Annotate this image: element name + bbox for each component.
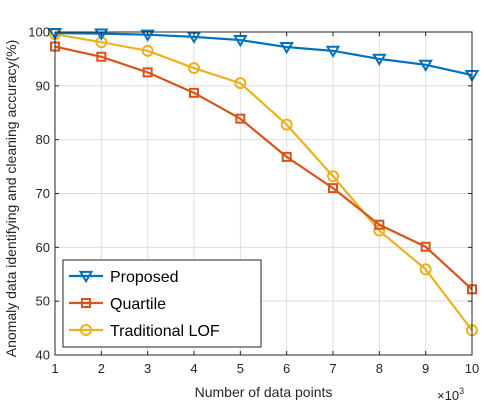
data-point-proposed <box>47 27 63 41</box>
data-point-proposed <box>279 41 294 55</box>
data-point-traditional-lof <box>419 263 432 276</box>
legend-label: Quartile <box>110 296 166 313</box>
plot-series <box>47 27 480 337</box>
data-point-quartile <box>420 241 431 252</box>
x-tick-label: 3 <box>144 361 151 376</box>
x-tick-label: 2 <box>98 361 105 376</box>
legend-entry-quartile: Quartile <box>69 296 166 313</box>
legend-label: Traditional LOF <box>110 323 220 340</box>
series-line-traditional-lof <box>54 33 473 331</box>
x-tick-label: 7 <box>329 361 336 376</box>
x-scale-exponent: 3 <box>459 386 464 396</box>
y-tick-label: 60 <box>36 240 50 255</box>
axis-ticks: 1 2 3 4 5 6 7 8 9 10 40 50 60 70 80 90 100 <box>28 25 479 377</box>
data-point-quartile <box>235 113 246 124</box>
data-point-proposed <box>94 28 109 41</box>
data-point-quartile <box>328 183 338 194</box>
x-tick-label: 6 <box>283 361 290 376</box>
data-point-quartile <box>189 87 199 98</box>
x-tick-label: 10 <box>465 361 479 376</box>
data-point-traditional-lof <box>141 44 154 57</box>
y-axis-title: Anomaly data identifying and cleaning ac… <box>3 40 19 358</box>
data-point-traditional-lof <box>234 77 247 90</box>
legend-entry-proposed: Proposed <box>69 269 179 286</box>
legend-marker <box>80 324 92 336</box>
x-tick-label: 9 <box>422 361 429 376</box>
y-tick-label: 70 <box>36 186 50 201</box>
series-quartile <box>50 41 477 295</box>
y-tick-label: 50 <box>36 294 50 309</box>
data-point-traditional-lof <box>280 118 293 131</box>
y-tick-label: 40 <box>36 348 50 363</box>
data-point-proposed <box>140 29 155 42</box>
series-traditional-lof <box>49 28 478 337</box>
y-tick-label: 100 <box>28 25 50 40</box>
data-point-quartile <box>96 51 107 62</box>
series-line-proposed <box>54 31 473 77</box>
y-tick-label: 80 <box>36 132 50 147</box>
series-line-quartile <box>54 45 473 291</box>
x-tick-label: 5 <box>237 361 244 376</box>
data-point-quartile <box>281 151 292 162</box>
data-point-proposed <box>325 45 341 59</box>
series-proposed <box>47 27 480 83</box>
x-tick-label: 8 <box>376 361 383 376</box>
x-axis-title: Number of data points <box>195 384 333 400</box>
legend-marker <box>78 270 94 284</box>
y-tick-label: 90 <box>36 78 50 93</box>
x-tick-label: 4 <box>190 361 197 376</box>
data-point-quartile <box>142 67 153 78</box>
data-point-proposed <box>372 53 387 67</box>
data-point-proposed <box>418 59 433 73</box>
data-point-quartile <box>374 219 385 230</box>
legend: Proposed Quartile Traditional LOF <box>62 259 262 348</box>
x-axis-scale-factor: ×103 <box>437 386 464 403</box>
legend-entry-traditional-lof: Traditional LOF <box>69 323 220 340</box>
x-scale-base: ×10 <box>437 388 459 403</box>
data-point-traditional-lof <box>327 170 339 183</box>
x-tick-label: 1 <box>51 361 58 376</box>
data-point-traditional-lof <box>188 62 200 75</box>
legend-label: Proposed <box>110 269 179 286</box>
legend-marker <box>81 298 91 308</box>
